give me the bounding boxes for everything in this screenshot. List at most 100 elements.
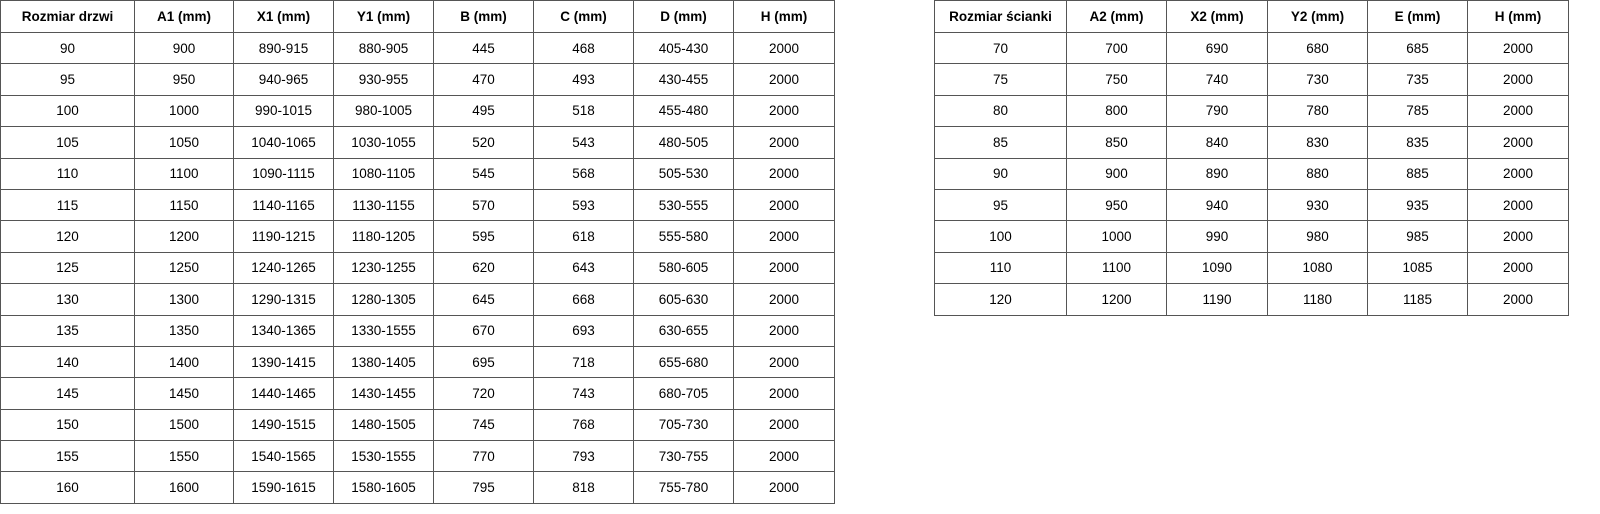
table-cell: 780 [1267,94,1368,128]
table-cell: 768 [533,408,634,442]
table-cell: 2000 [1467,188,1569,222]
table-cell: 80 [934,94,1067,128]
table-cell: 1180-1205 [333,220,434,253]
table-cell: 593 [533,188,634,222]
table-cell: 890-915 [233,31,334,65]
table-cell: 940-965 [233,63,334,96]
table-cell: 1430-1455 [333,377,434,410]
table-cell: 85 [934,126,1067,159]
table-cell: 2000 [733,471,835,504]
table-cell: 2000 [1467,283,1569,316]
table-cell: 1280-1305 [333,283,434,316]
table-cell: 160 [0,471,135,504]
table-cell: 835 [1367,126,1468,159]
table-cell: 2000 [733,251,835,285]
table-cell: 618 [533,220,634,253]
table-cell: 1350 [134,314,234,347]
table-row: 150 1500 1490-1515 1480-1505 745 768 705-730 20… [0,408,835,442]
table-row: 120 1200 1190 1180 1185 2000 [934,283,1569,316]
table-cell: 745 [433,408,534,442]
table-cell: 930 [1267,188,1368,222]
table-cell: 468 [533,31,634,65]
table-cell: 2000 [733,345,835,379]
table-row: 140 1400 1390-1415 1380-1405 695 718 655-680 20… [0,345,835,379]
table-cell: 580-605 [633,251,734,285]
table-cell: 90 [934,157,1067,190]
table-row: 90 900 890 880 885 2000 [934,157,1569,190]
table-cell: 1000 [134,94,234,128]
table-cell: 1490-1515 [233,408,334,442]
table-cell: 1550 [134,440,234,473]
table-cell: 405-430 [633,31,734,65]
table-cell: 1480-1505 [333,408,434,442]
table-cell: 2000 [733,126,835,159]
table-cell: 670 [433,314,534,347]
table-cell: 2000 [1467,94,1569,128]
table-row: 125 1250 1240-1265 1230-1255 620 643 580-605 20… [0,251,835,285]
table-cell: 1185 [1367,283,1468,316]
table-cell: 735 [1367,63,1468,96]
table-cell: 743 [533,377,634,410]
table-cell: 1130-1155 [333,188,434,222]
table-cell: 155 [0,440,135,473]
table-cell: 730-755 [633,440,734,473]
table-cell: 755-780 [633,471,734,504]
table-cell: 2000 [733,377,835,410]
table-cell: 770 [433,440,534,473]
table-cell: 1050 [134,126,234,159]
table-cell: 145 [0,377,135,410]
table-row: 90 900 890-915 880-905 445 468 405-430 2000 [0,31,835,65]
table-cell: 2000 [733,157,835,190]
table-cell: 840 [1166,126,1268,159]
table-cell: 790 [1166,94,1268,128]
table-cell: 2000 [733,408,835,442]
table-row: 155 1550 1540-1565 1530-1555 770 793 730-755 20… [0,440,835,473]
table-cell: 2000 [1467,220,1569,253]
table-cell: 518 [533,94,634,128]
table-cell: 470 [433,63,534,96]
table-row: 135 1350 1340-1365 1330-1555 670 693 630-655 20… [0,314,835,347]
table-cell: 1180 [1267,283,1368,316]
table-cell: 1380-1405 [333,345,434,379]
table-cell: 1250 [134,251,234,285]
column-header: Y1 (mm) [333,0,434,33]
table-cell: 1030-1055 [333,126,434,159]
table-body: 90 900 890-915 880-905 445 468 405-430 2000 95 95… [0,31,835,504]
table-cell: 645 [433,283,534,316]
table-cell: 1530-1555 [333,440,434,473]
table-cell: 110 [934,251,1067,285]
table-cell: 668 [533,283,634,316]
table-cell: 125 [0,251,135,285]
table-cell: 2000 [733,283,835,316]
table-cell: 2000 [733,314,835,347]
table-cell: 2000 [733,188,835,222]
table-cell: 690 [1166,31,1268,65]
column-header: Y2 (mm) [1267,0,1368,33]
table-row: 85 850 840 830 835 2000 [934,126,1569,159]
table-cell: 950 [1066,188,1167,222]
table-cell: 980-1005 [333,94,434,128]
table-cell: 2000 [1467,31,1569,65]
table-cell: 120 [0,220,135,253]
table-cell: 1500 [134,408,234,442]
table-cell: 1300 [134,283,234,316]
table-cell: 880 [1267,157,1368,190]
table-cell: 1080-1105 [333,157,434,190]
table-cell: 655-680 [633,345,734,379]
table-cell: 430-455 [633,63,734,96]
table-cell: 568 [533,157,634,190]
table-cell: 75 [934,63,1067,96]
table-cell: 480-505 [633,126,734,159]
column-header: H (mm) [1467,0,1569,33]
table-cell: 830 [1267,126,1368,159]
table-cell: 900 [1066,157,1167,190]
table-cell: 1100 [1066,251,1167,285]
table-header: Rozmiar drzwi A1 (mm) X1 (mm) Y1 (mm) B (mm)… [0,0,835,33]
table-cell: 2000 [1467,63,1569,96]
table-cell: 150 [0,408,135,442]
table-cell: 643 [533,251,634,285]
table-cell: 1090 [1166,251,1268,285]
table-cell: 1085 [1367,251,1468,285]
table-cell: 818 [533,471,634,504]
table-cell: 110 [0,157,135,190]
